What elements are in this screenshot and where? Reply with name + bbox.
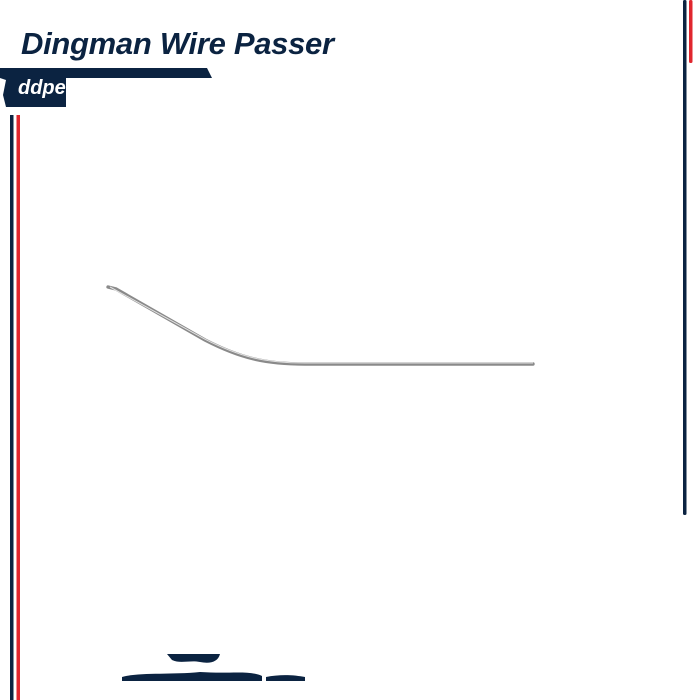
brand-label: ddpe (18, 77, 66, 99)
right-red-stripe (689, 0, 693, 63)
left-navy-stripe (10, 115, 14, 700)
left-red-stripe (16, 115, 20, 700)
wire-passer (106, 285, 535, 366)
footer-logo (122, 654, 305, 681)
right-navy-stripe (683, 0, 687, 515)
header-band (0, 68, 212, 107)
product-title: Dingman Wire Passer (21, 26, 334, 61)
